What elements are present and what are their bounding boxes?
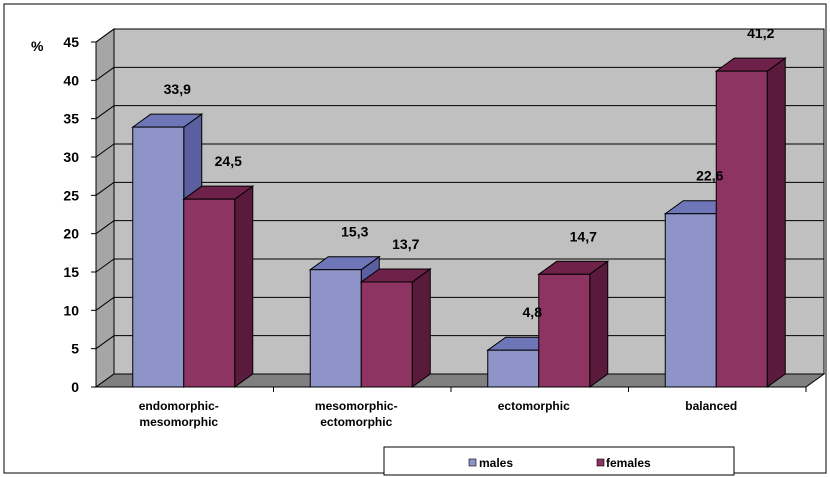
data-labels: 33,9 24,5 15,3 13,7 4,8 14,7 22,6 41,2 <box>164 25 775 320</box>
legend-swatch-males <box>468 458 477 467</box>
bar-females-0 <box>183 198 236 388</box>
bar-males-3 <box>664 213 717 388</box>
y-axis-label: % <box>31 38 44 54</box>
category-labels: endomorphic-mesomorphic mesomorphic-ectom… <box>139 399 738 429</box>
bar-males-0 <box>132 126 185 388</box>
bar-females-3 <box>715 70 768 388</box>
y-tick-label: 15 <box>63 264 79 280</box>
gridline-side <box>95 335 115 350</box>
legend-swatch-females <box>596 458 605 467</box>
y-tick-label: 40 <box>63 72 79 88</box>
data-label-females-3: 41,2 <box>747 25 774 41</box>
gridline-side <box>95 143 115 158</box>
y-tick-label: 25 <box>63 187 79 203</box>
gridline-side <box>95 296 115 311</box>
data-label-males-0: 33,9 <box>164 81 191 97</box>
data-label-males-2: 4,8 <box>523 304 543 320</box>
legend-label-males: males <box>479 456 513 470</box>
bar-side-females-0 <box>234 185 254 388</box>
category-label: ectomorphic <box>320 415 392 429</box>
category-label: endomorphic- <box>139 399 219 413</box>
gridline-side <box>95 105 115 120</box>
data-label-males-3: 22,6 <box>696 168 723 184</box>
legend-box <box>383 446 735 476</box>
bar-side-females-3 <box>766 57 786 388</box>
category-label: ectomorphic <box>498 399 570 413</box>
y-tick-label: 10 <box>63 302 79 318</box>
y-tick-label: 35 <box>63 111 79 127</box>
y-tick-label: 0 <box>71 379 79 395</box>
data-label-males-1: 15,3 <box>341 224 368 240</box>
gridline-side <box>95 258 115 273</box>
bars <box>131 57 787 388</box>
gridline-side <box>95 220 115 235</box>
gridline-side <box>95 28 115 43</box>
data-label-females-0: 24,5 <box>215 153 242 169</box>
category-label: mesomorphic <box>139 415 218 429</box>
bar-females-2 <box>538 273 591 388</box>
legend-label-females: females <box>606 456 651 470</box>
category-label: balanced <box>685 399 737 413</box>
bar-side-females-1 <box>411 267 431 388</box>
gridline-side <box>95 181 115 196</box>
category-label: mesomorphic- <box>315 399 398 413</box>
data-label-females-2: 14,7 <box>570 228 597 244</box>
bar-females-1 <box>360 281 413 388</box>
bar-males-1 <box>309 269 362 388</box>
y-tick-label: 30 <box>63 149 79 165</box>
gridline-side <box>95 66 115 81</box>
bar-males-2 <box>487 349 540 388</box>
bar-side-females-2 <box>589 260 609 388</box>
left-wall <box>95 28 115 388</box>
y-tick-label: 5 <box>71 341 79 357</box>
y-tick-label: 20 <box>63 226 79 242</box>
y-tick-label: 45 <box>63 34 79 50</box>
data-label-females-1: 13,7 <box>392 236 419 252</box>
legend: males females <box>383 446 735 476</box>
